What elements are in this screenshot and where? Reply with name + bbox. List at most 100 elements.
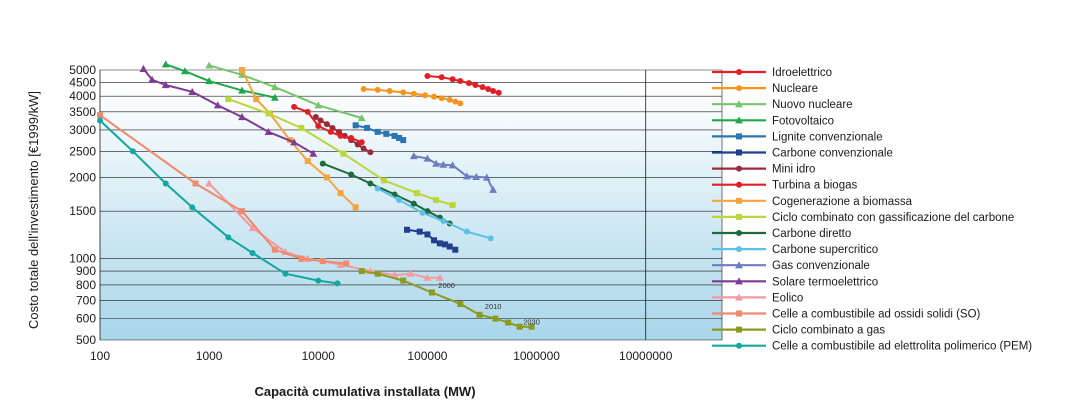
data-point <box>485 86 492 93</box>
series <box>291 103 365 146</box>
legend-label: Turbina a biogas <box>772 180 857 192</box>
legend-label: Ciclo combinato a gas <box>772 325 885 337</box>
data-point <box>446 96 453 103</box>
data-point <box>323 174 330 181</box>
data-point <box>192 180 199 187</box>
legend: Idroelettrico Nucleare Nuovo nucleare Fotov… <box>712 67 1032 353</box>
data-point <box>213 101 222 109</box>
series <box>352 122 407 144</box>
data-point <box>161 60 170 68</box>
year-annotation: 2000 <box>438 281 455 290</box>
data-point <box>736 149 742 156</box>
x-tick-label: 100000 <box>407 349 447 363</box>
data-point <box>736 69 742 75</box>
data-point <box>736 310 742 317</box>
data-point <box>249 250 256 257</box>
gridlines <box>99 69 723 341</box>
data-point <box>736 230 742 236</box>
legend-item: Celle a combustibile ad ossidi solidi (S… <box>712 309 981 321</box>
legend-label: Nuovo nucleare <box>772 99 853 111</box>
series <box>97 117 341 287</box>
x-tick-label: 10000 <box>302 349 336 363</box>
data-point <box>264 127 273 135</box>
series <box>205 61 366 122</box>
y-tick-label: 800 <box>76 278 96 292</box>
legend-label: Solare termoelettrico <box>772 276 878 288</box>
data-point <box>735 293 743 301</box>
data-point <box>736 213 742 220</box>
series <box>139 64 318 157</box>
legend-item: Mini idro <box>712 164 815 176</box>
x-tick-labels: 100 1000 10000 100000 1000000 10000000 <box>90 349 673 363</box>
data-point <box>452 246 459 253</box>
data-point <box>181 67 189 75</box>
data-point <box>505 319 512 326</box>
legend-label: Carbone supercritico <box>772 244 878 256</box>
legend-label: Celle a combustibile ad elettrolita poli… <box>772 341 1032 353</box>
data-point <box>492 315 499 322</box>
data-point <box>282 270 289 277</box>
legend-label: Carbone diretto <box>772 228 851 240</box>
data-point <box>374 128 381 135</box>
data-point <box>736 85 742 92</box>
data-point <box>735 100 743 108</box>
data-point <box>390 271 399 279</box>
legend-label: Gas convenzionale <box>772 260 870 272</box>
data-point <box>428 289 435 296</box>
data-point <box>139 64 148 72</box>
series-line <box>377 187 491 240</box>
data-point <box>205 61 214 69</box>
legend-label: Mini idro <box>772 164 815 176</box>
legend-label: Eolico <box>772 292 803 304</box>
data-point <box>489 185 498 193</box>
data-point <box>270 93 279 101</box>
data-point <box>736 342 742 349</box>
data-point <box>291 103 298 110</box>
data-point <box>736 246 742 253</box>
data-point <box>374 185 381 192</box>
data-point <box>410 200 417 207</box>
data-point <box>400 89 407 96</box>
data-point <box>735 261 743 269</box>
data-point <box>225 96 232 103</box>
data-point <box>413 190 420 197</box>
data-point <box>472 172 481 180</box>
data-point <box>457 78 464 85</box>
legend-label: Lignite convenzionale <box>772 131 883 143</box>
data-point <box>314 101 323 109</box>
data-point <box>340 150 347 157</box>
y-tick-label: 900 <box>76 264 96 278</box>
data-point <box>129 148 136 155</box>
data-point <box>358 139 365 146</box>
data-point <box>334 280 341 287</box>
legend-label: Celle a combustibile ad ossidi solidi (S… <box>772 309 981 321</box>
data-point <box>463 228 470 235</box>
series <box>97 112 350 267</box>
data-point <box>463 172 471 180</box>
series <box>238 67 359 211</box>
data-point <box>352 204 359 211</box>
x-tick-label: 10000000 <box>619 349 673 363</box>
data-point <box>367 149 374 156</box>
data-point <box>735 277 743 285</box>
data-point <box>736 181 742 188</box>
series <box>360 86 464 107</box>
data-point <box>410 90 417 97</box>
data-point <box>205 179 214 187</box>
data-point <box>337 190 344 197</box>
legend-item: Nucleare <box>712 83 818 95</box>
data-point <box>438 74 445 81</box>
data-point <box>343 260 350 267</box>
data-point <box>419 209 426 216</box>
data-point <box>312 113 319 120</box>
data-point <box>304 158 311 165</box>
year-annotation: 2010 <box>485 302 502 311</box>
annotations: 2000 2010 2030 <box>438 281 540 327</box>
data-point <box>270 83 279 91</box>
data-point <box>424 208 431 215</box>
legend-label: Idroelettrico <box>772 67 832 79</box>
data-point <box>432 159 440 167</box>
data-point <box>465 80 472 87</box>
data-point <box>189 204 196 211</box>
